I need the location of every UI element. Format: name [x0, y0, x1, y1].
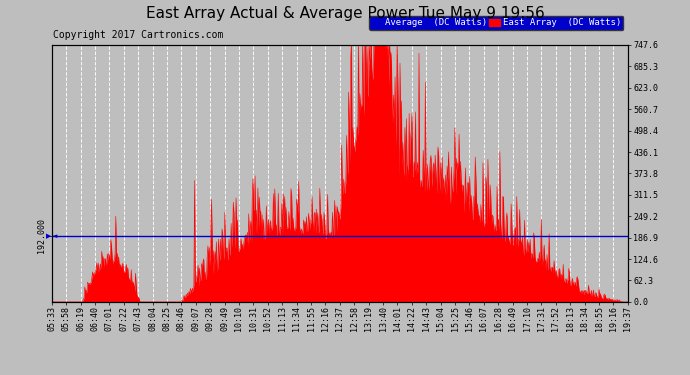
Text: ▶: ▶ [46, 233, 52, 239]
Legend: Average  (DC Watts), East Array  (DC Watts): Average (DC Watts), East Array (DC Watts… [368, 16, 623, 30]
Text: Copyright 2017 Cartronics.com: Copyright 2017 Cartronics.com [53, 30, 224, 40]
Text: East Array Actual & Average Power Tue May 9 19:56: East Array Actual & Average Power Tue Ma… [146, 6, 544, 21]
Text: ◄: ◄ [52, 233, 57, 239]
